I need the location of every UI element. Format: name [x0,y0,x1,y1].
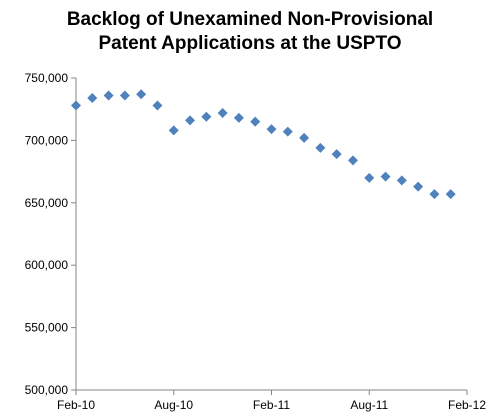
data-point [397,175,407,185]
data-point [104,90,114,100]
data-point [120,90,130,100]
axes [71,78,467,395]
x-tick-label: Feb-10 [57,398,95,412]
data-points [71,89,456,199]
data-point [446,189,456,199]
data-point [283,127,293,137]
data-point [185,115,195,125]
y-tick-label: 500,000 [25,383,69,397]
y-tick-label: 700,000 [25,133,69,147]
data-point [315,143,325,153]
y-tick-label: 650,000 [25,196,69,210]
data-point [299,133,309,143]
x-tick-label: Feb-11 [253,398,290,412]
x-tick-label: Feb-12 [448,398,486,412]
data-point [429,189,439,199]
x-tick-label: Aug-11 [350,398,388,412]
data-point [250,117,260,127]
y-tick-label: 600,000 [25,258,69,272]
y-tick-label: 750,000 [25,71,69,85]
data-point [152,100,162,110]
data-point [267,124,277,134]
x-tick-label: Aug-10 [154,398,193,412]
data-point [234,113,244,123]
data-point [71,100,81,110]
y-tick-label: 550,000 [25,321,69,335]
data-point [381,172,391,182]
data-point [218,108,228,118]
data-point [201,112,211,122]
data-point [364,173,374,183]
data-point [348,155,358,165]
data-point [413,182,423,192]
data-point [87,93,97,103]
data-point [169,125,179,135]
data-point [332,149,342,159]
data-point [136,89,146,99]
